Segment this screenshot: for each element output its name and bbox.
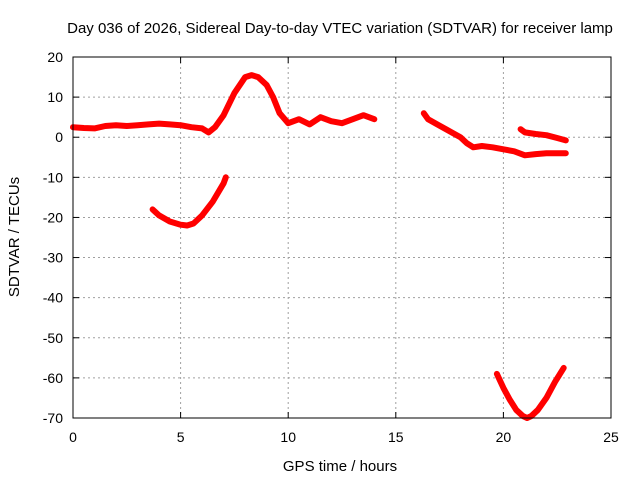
data-series [70, 72, 569, 421]
x-tick-label: 25 [603, 429, 619, 445]
axis-ticks: 0 5 10 15 20 25 20 10 0 -10 -20 -30 -40 -50 -60 -70 [43, 49, 619, 445]
series-line-arc-1 [70, 72, 378, 136]
x-tick-label: 15 [388, 429, 404, 445]
chart-title: Day 036 of 2026, Sidereal Day-to-day VTE… [67, 20, 613, 37]
x-tick-label: 10 [280, 429, 296, 445]
y-tick-label: 20 [47, 49, 63, 65]
y-axis-label: SDTVAR / TECUs [6, 177, 23, 297]
y-tick-label: -10 [43, 169, 63, 185]
y-tick-label: -40 [43, 290, 63, 306]
grid-lines [73, 57, 611, 418]
y-tick-label: -50 [43, 330, 63, 346]
series-line-arc-5 [493, 364, 567, 421]
y-tick-label: 10 [47, 89, 63, 105]
series-line-arc-2 [149, 174, 229, 229]
y-tick-label: -70 [43, 410, 63, 426]
y-tick-label: -60 [43, 370, 63, 386]
plot-frame [72, 56, 612, 419]
series-line-arc-4 [517, 126, 569, 144]
y-tick-label: -30 [43, 250, 63, 266]
y-tick-label: 0 [55, 129, 63, 145]
x-tick-label: 5 [177, 429, 185, 445]
x-tick-label: 20 [496, 429, 512, 445]
x-tick-label: 0 [69, 429, 77, 445]
series-line-arc-3 [420, 110, 569, 159]
y-tick-label: -20 [43, 209, 63, 225]
x-axis-label: GPS time / hours [283, 458, 397, 475]
